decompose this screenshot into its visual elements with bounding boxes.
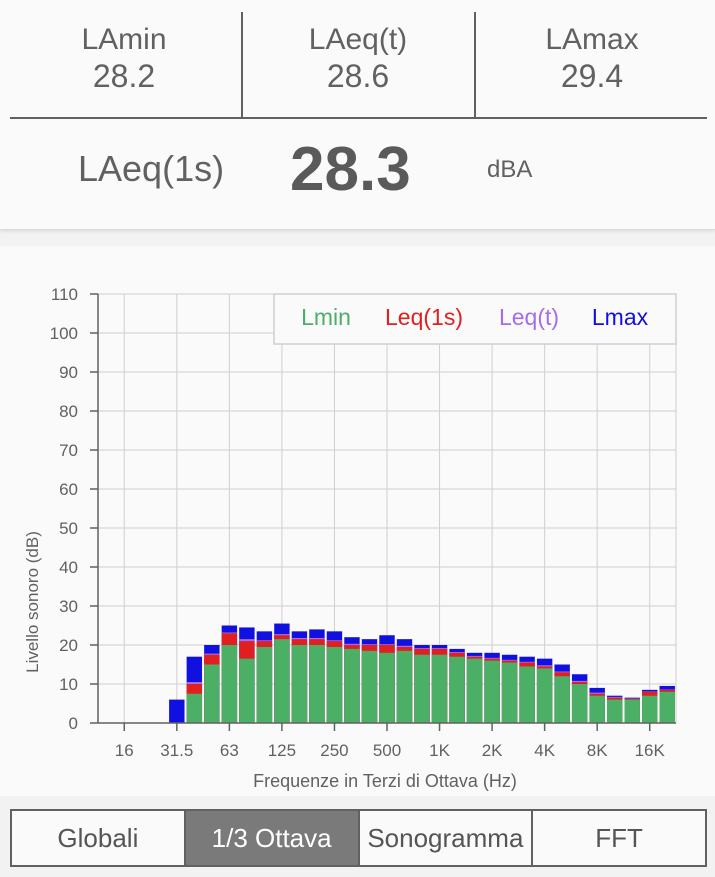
bar-lmin xyxy=(274,639,290,723)
y-tick-label: 30 xyxy=(59,597,78,616)
x-tick-label: 8K xyxy=(587,741,608,760)
legend: Lmin Leq(1s) Leq(t) Lmax xyxy=(273,293,677,345)
x-axis: 16 31.5 63 125 250 500 1K 2K 4K 8K 16K xyxy=(98,722,676,760)
lamin-label: LAmin xyxy=(81,23,167,56)
bar-lmin xyxy=(624,699,640,723)
tab-globali[interactable]: Globali xyxy=(12,811,186,865)
divider xyxy=(474,12,476,118)
y-axis: 0 10 20 30 40 50 60 70 80 90 100 110 xyxy=(50,285,99,733)
bar-lmin xyxy=(361,650,378,723)
bar-lmin xyxy=(396,650,413,723)
laeq1s-label: LAeq(1s) xyxy=(78,148,225,189)
bar-lmin xyxy=(291,645,308,723)
laeq1s-value: 28.3 xyxy=(290,135,411,204)
bar-lmin xyxy=(606,699,623,723)
bars xyxy=(169,623,675,723)
laeqt-value: 28.6 xyxy=(326,58,390,94)
x-tick-label: 1K xyxy=(429,741,450,760)
third-octave-chart: 0 10 20 30 40 50 60 70 80 90 100 110 16 31.5 63 125 250… xyxy=(23,285,677,791)
tab-fft[interactable]: FFT xyxy=(595,822,643,853)
divider xyxy=(241,12,243,118)
bar-lmin xyxy=(466,658,483,723)
y-tick-label: 70 xyxy=(59,441,78,460)
bar-lmin xyxy=(484,660,500,723)
laeqt-label: LAeq(t) xyxy=(308,23,408,56)
x-tick-label: 16 xyxy=(115,741,134,760)
laeq1s-unit: dBA xyxy=(487,156,533,183)
y-tick-label: 20 xyxy=(59,636,78,655)
y-axis-label: Livello sonoro (dB) xyxy=(23,531,42,673)
y-tick-label: 80 xyxy=(59,402,78,421)
bar-lmin xyxy=(642,695,658,723)
bar-lmin xyxy=(414,654,430,723)
x-tick-label: 16K xyxy=(635,741,666,760)
bar-lmin xyxy=(519,666,535,723)
y-tick-label: 10 xyxy=(59,675,78,694)
view-tabs: Globali 1/3 Ottava Sonogramma FFT xyxy=(10,809,707,867)
chart-panel: 0 10 20 30 40 50 60 70 80 90 100 110 16 31.5 63 125 250… xyxy=(0,246,715,796)
tab-sonogramma[interactable]: Sonogramma xyxy=(360,811,534,865)
x-tick-label: 125 xyxy=(268,741,296,760)
bar-lmin xyxy=(239,658,255,723)
bar-lmin xyxy=(501,662,518,723)
x-axis-label: Frequenze in Terzi di Ottava (Hz) xyxy=(253,771,517,791)
lamax-label: LAmax xyxy=(545,23,639,56)
x-tick-label: 2K xyxy=(482,741,503,760)
y-tick-label: 110 xyxy=(51,285,78,304)
bar-lmin xyxy=(571,684,588,723)
legend-entry-lmin: Lmin xyxy=(301,304,351,330)
bar-lmin xyxy=(204,664,220,723)
bar-lmin xyxy=(186,693,203,723)
legend-entry-leq-1s: Leq(1s) xyxy=(385,304,463,330)
summary-panel: LAmin 28.2 LAeq(t) 28.6 LAmax 29.4 LAeq(… xyxy=(0,0,715,230)
tab-terzi-ottava[interactable]: 1/3 Ottava xyxy=(185,811,360,865)
y-tick-label: 0 xyxy=(69,714,78,733)
bar-lmin xyxy=(659,691,675,723)
lamin-value: 28.2 xyxy=(92,58,156,94)
legend-box xyxy=(273,293,677,345)
bar-lmin xyxy=(256,646,273,723)
bar-lmax xyxy=(169,699,185,723)
y-tick-label: 100 xyxy=(50,324,78,343)
y-tick-label: 90 xyxy=(59,363,78,382)
x-tick-label: 500 xyxy=(373,741,401,760)
x-tick-label: 31.5 xyxy=(160,741,193,760)
bar-lmin xyxy=(449,656,465,723)
bar-lmin xyxy=(221,645,238,723)
bar-lmin xyxy=(589,695,605,723)
y-tick-label: 40 xyxy=(59,558,78,577)
legend-entry-lmax: Lmax xyxy=(592,304,649,330)
divider xyxy=(10,117,707,119)
bar-lmin xyxy=(309,645,325,723)
lamin-cell: LAmin 28.2 xyxy=(22,22,226,94)
lamax-value: 29.4 xyxy=(560,58,624,94)
laeqt-cell: LAeq(t) 28.6 xyxy=(256,22,460,94)
bar-lmin xyxy=(554,676,570,723)
bar-lmin xyxy=(536,668,553,723)
y-tick-label: 60 xyxy=(59,480,78,499)
x-tick-label: 250 xyxy=(320,741,348,760)
legend-entry-leq-t: Leq(t) xyxy=(499,304,559,330)
x-tick-label: 4K xyxy=(534,741,555,760)
bar-lmin xyxy=(326,646,343,723)
x-tick-label: 63 xyxy=(220,741,239,760)
bar-lmin xyxy=(379,652,395,723)
bar-lmin xyxy=(431,654,448,723)
lamax-cell: LAmax 29.4 xyxy=(490,22,694,94)
y-tick-label: 50 xyxy=(59,519,78,538)
bar-lmin xyxy=(344,648,360,723)
